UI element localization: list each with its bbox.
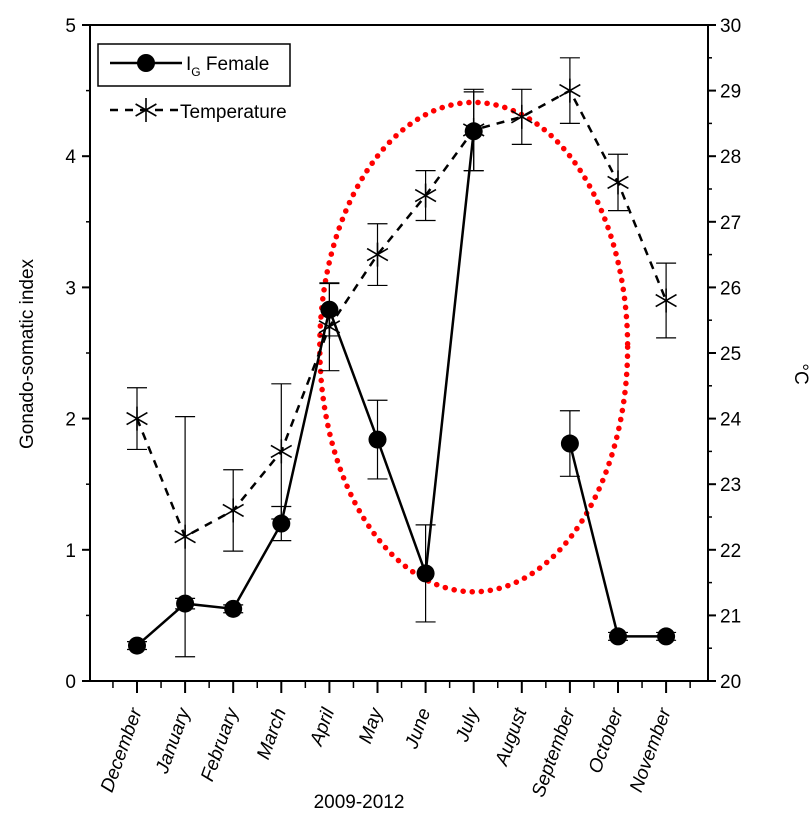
y-tick-label-right: 28 xyxy=(720,147,741,168)
temperature-point xyxy=(559,78,581,103)
temperature-point xyxy=(126,406,148,431)
x-tick-label: January xyxy=(152,704,196,777)
temperature-point xyxy=(511,104,533,129)
temperature-point xyxy=(607,170,629,195)
y-tick-label-right: 20 xyxy=(720,672,741,693)
y-axis-title-left: Gonado-somatic index xyxy=(17,258,38,449)
female-line xyxy=(568,443,667,638)
y-tick-label-right: 21 xyxy=(720,606,741,627)
annotation-layer xyxy=(317,99,631,595)
y-tick-label-left: 0 xyxy=(65,672,76,693)
y-tick-label-right: 27 xyxy=(720,213,741,234)
x-tick-label: December xyxy=(97,705,147,795)
y-tick-label-left: 1 xyxy=(65,541,76,562)
female-point xyxy=(560,434,579,453)
legend-label-female: IG Female xyxy=(186,54,269,79)
x-tick-label: February xyxy=(197,704,243,784)
legend: IG Female Temperature xyxy=(97,43,291,123)
x-tick-label: October xyxy=(585,705,628,776)
y-tick-label-right: 23 xyxy=(720,475,741,496)
temperature-point xyxy=(222,498,244,523)
female-point xyxy=(224,599,243,618)
y-tick-label-left: 3 xyxy=(65,278,76,299)
female-point xyxy=(609,627,627,646)
temperature-point xyxy=(414,183,437,208)
legend-marker-temperature xyxy=(135,98,157,122)
female-point xyxy=(464,122,483,141)
female-point xyxy=(657,627,676,646)
female-point xyxy=(368,430,387,449)
x-tick-label: March xyxy=(253,706,291,763)
temperature-point xyxy=(366,242,389,267)
temperature-line xyxy=(135,88,668,539)
x-tick-label: May xyxy=(355,704,388,746)
temperature-point xyxy=(270,439,293,464)
y-tick-label-right: 30 xyxy=(720,16,741,37)
female-point xyxy=(272,514,291,533)
y-tick-label-right: 29 xyxy=(720,82,741,103)
y-tick-label-left: 4 xyxy=(65,147,76,168)
female-point xyxy=(320,300,339,319)
legend-label-female-subscript: G xyxy=(191,65,200,79)
x-axis-title: 2009-2012 xyxy=(314,792,405,813)
female-point xyxy=(416,564,435,583)
legend-box xyxy=(97,43,291,87)
legend-label-female-suffix: Female xyxy=(201,54,270,75)
temperature-point xyxy=(655,288,677,313)
x-tick-label: June xyxy=(401,706,435,753)
y-axis-title-right: °C xyxy=(790,363,811,384)
y-tick-label-right: 22 xyxy=(720,541,741,562)
highlight-ellipse xyxy=(317,99,631,595)
temperature-point xyxy=(174,524,196,549)
y-tick-label-left: 2 xyxy=(65,410,76,431)
x-tick-label: September xyxy=(528,705,580,800)
legend-label-temperature: Temperature xyxy=(180,102,287,123)
series-layer xyxy=(126,57,677,658)
x-tick-label: April xyxy=(306,705,339,750)
y-tick-label-right: 26 xyxy=(720,278,741,299)
legend-asterisk-glyph xyxy=(135,98,157,122)
y-tick-label-right: 25 xyxy=(720,344,741,365)
female-point xyxy=(176,594,195,613)
x-tick-label: August xyxy=(491,705,532,769)
female-point xyxy=(128,636,146,655)
y-tick-label-right: 24 xyxy=(720,410,742,431)
x-tick-label: November xyxy=(626,705,676,795)
x-tick-label: July xyxy=(452,704,484,745)
legend-marker-female xyxy=(137,54,155,72)
y-tick-label-left: 5 xyxy=(65,16,76,37)
